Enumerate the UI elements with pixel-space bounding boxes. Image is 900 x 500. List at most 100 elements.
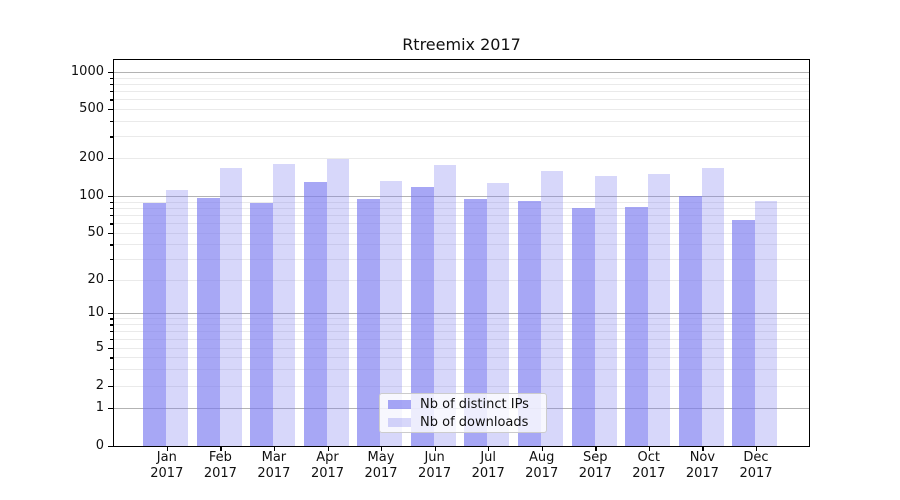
- gridline-minor: [114, 357, 809, 359]
- gridline-minor: [114, 324, 809, 326]
- legend-label-distinct-ips: Nb of distinct IPs: [420, 396, 529, 412]
- x-tick-label: Apr 2017: [296, 450, 360, 481]
- x-tick-label: Mar 2017: [242, 450, 306, 481]
- x-axis-tick: [702, 446, 704, 451]
- gridline-minor: [114, 244, 809, 246]
- y-axis-minor-tick: [110, 136, 113, 138]
- x-axis-tick: [327, 446, 329, 451]
- legend-swatch-distinct-ips-icon: [388, 399, 411, 409]
- legend-item-distinct-ips: Nb of distinct IPs: [388, 397, 538, 412]
- bar-distinct-ips: [250, 203, 274, 446]
- y-axis-minor-tick: [110, 77, 113, 79]
- x-tick-year: 2017: [632, 465, 666, 481]
- gridline-minor: [114, 386, 809, 387]
- bar-distinct-ips: [517, 201, 541, 446]
- gridline-minor: [114, 280, 809, 281]
- x-tick-year: 2017: [364, 465, 398, 481]
- gridline-major: [114, 313, 809, 314]
- x-tick-month: Aug: [528, 450, 555, 465]
- legend-label-downloads: Nb of downloads: [420, 414, 529, 430]
- gridline-minor: [114, 136, 809, 138]
- x-tick-month: Nov: [689, 450, 716, 465]
- x-axis-tick: [220, 446, 222, 451]
- y-axis-minor-tick: [110, 338, 113, 341]
- gridline-minor: [114, 99, 809, 101]
- gridline-minor: [114, 77, 809, 79]
- x-axis-tick: [166, 446, 169, 451]
- y-tick-label: 2: [95, 378, 104, 393]
- bar-distinct-ips: [303, 181, 327, 446]
- y-tick-label: 200: [79, 150, 104, 165]
- y-tick-label: 100: [79, 188, 104, 203]
- gridline-minor: [114, 318, 809, 320]
- y-axis-minor-tick: [110, 99, 113, 101]
- x-tick-year: 2017: [150, 465, 184, 481]
- y-axis-tick: [108, 446, 113, 448]
- bar-downloads: [755, 201, 778, 446]
- y-axis-minor-tick: [110, 357, 113, 359]
- gridline-minor: [114, 91, 809, 92]
- x-tick-month: Jan: [156, 450, 177, 465]
- y-axis-minor-tick: [110, 120, 113, 123]
- bar-downloads: [701, 167, 724, 446]
- y-axis-tick: [108, 408, 113, 410]
- x-tick-month: Oct: [637, 450, 661, 465]
- x-tick-label: Jul 2017: [456, 450, 520, 481]
- bar-downloads: [380, 180, 403, 446]
- y-axis-minor-tick: [110, 331, 113, 333]
- x-tick-month: Jul: [480, 450, 497, 465]
- x-axis-tick: [595, 446, 597, 451]
- gridline-minor: [114, 207, 809, 209]
- y-tick-label: 1000: [70, 64, 104, 79]
- x-axis-tick: [488, 446, 490, 451]
- y-tick-label: 0: [95, 438, 104, 453]
- x-tick-month: Jun: [424, 450, 445, 465]
- bar-downloads: [648, 173, 670, 446]
- y-axis-minor-tick: [110, 207, 113, 210]
- gridline-minor: [114, 233, 809, 234]
- y-axis-tick: [108, 196, 113, 198]
- bar-downloads: [594, 175, 617, 446]
- gridline-minor: [114, 223, 809, 225]
- y-axis-minor-tick: [110, 83, 113, 86]
- x-tick-year: 2017: [525, 465, 559, 481]
- gridline-minor: [114, 120, 809, 122]
- gridline-minor: [114, 331, 809, 332]
- x-axis-tick: [541, 446, 543, 451]
- bar-downloads: [219, 167, 242, 446]
- bar-downloads: [540, 170, 563, 446]
- x-tick-label: Jan 2017: [135, 450, 199, 481]
- plot-area: [113, 59, 810, 447]
- x-tick-year: 2017: [203, 465, 237, 481]
- gridline-minor: [114, 158, 809, 159]
- y-axis-tick: [108, 313, 113, 315]
- x-tick-label: Sep 2017: [563, 450, 627, 481]
- y-axis-tick: [108, 72, 113, 74]
- gridline-major: [114, 72, 809, 73]
- x-tick-year: 2017: [310, 465, 345, 481]
- bar-distinct-ips: [678, 196, 702, 446]
- x-axis-tick: [434, 446, 436, 451]
- gridline-minor: [114, 348, 809, 349]
- x-axis-tick: [273, 446, 276, 451]
- y-tick-label: 20: [87, 272, 104, 287]
- y-axis-tick: [108, 233, 113, 235]
- x-tick-year: 2017: [739, 465, 773, 481]
- y-axis-minor-tick: [110, 201, 113, 203]
- y-axis-tick: [108, 109, 113, 111]
- y-axis-minor-tick: [110, 318, 113, 320]
- x-tick-year: 2017: [578, 465, 612, 481]
- y-axis-tick: [108, 158, 113, 160]
- x-tick-month: Dec: [743, 450, 769, 465]
- x-tick-month: May: [367, 450, 395, 465]
- legend-swatch-downloads-icon: [388, 417, 411, 427]
- x-tick-year: 2017: [418, 465, 452, 481]
- chart-title: Rtreemix 2017: [402, 35, 521, 54]
- y-tick-label: 50: [87, 225, 104, 240]
- y-axis-minor-tick: [110, 324, 113, 326]
- y-axis-minor-tick: [110, 369, 113, 371]
- legend: Nb of distinct IPs Nb of downloads: [379, 393, 547, 433]
- y-axis-minor-tick: [110, 244, 113, 246]
- y-tick-label: 10: [87, 305, 104, 320]
